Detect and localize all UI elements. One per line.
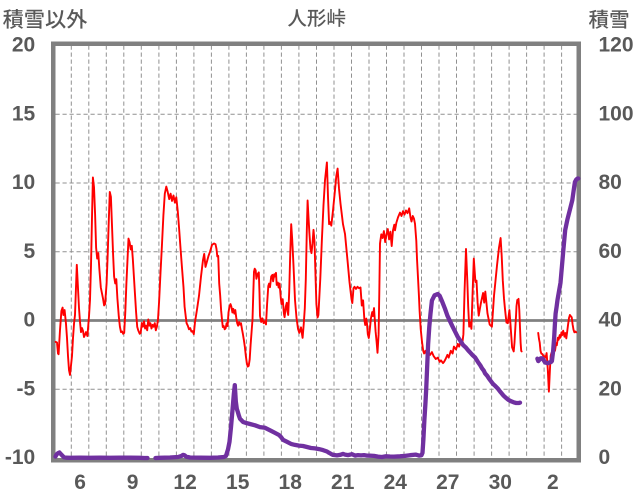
svg-text:5: 5 <box>24 240 36 263</box>
svg-text:0: 0 <box>599 446 611 469</box>
svg-text:20: 20 <box>599 377 622 400</box>
svg-text:0: 0 <box>24 309 36 332</box>
svg-text:10: 10 <box>12 171 35 194</box>
svg-text:100: 100 <box>599 102 634 125</box>
svg-text:6: 6 <box>74 471 86 494</box>
svg-text:15: 15 <box>12 102 36 125</box>
svg-text:27: 27 <box>436 471 459 494</box>
svg-text:24: 24 <box>384 471 408 494</box>
svg-text:2: 2 <box>547 471 559 494</box>
svg-text:40: 40 <box>599 309 622 332</box>
svg-text:30: 30 <box>489 471 512 494</box>
svg-text:120: 120 <box>599 34 634 57</box>
svg-text:-10: -10 <box>5 446 35 469</box>
svg-text:21: 21 <box>331 471 355 494</box>
svg-text:-5: -5 <box>17 377 36 400</box>
svg-text:9: 9 <box>127 471 139 494</box>
svg-text:12: 12 <box>173 471 196 494</box>
svg-text:20: 20 <box>12 34 35 57</box>
svg-text:80: 80 <box>599 171 622 194</box>
svg-text:60: 60 <box>599 240 622 263</box>
svg-text:15: 15 <box>226 471 250 494</box>
svg-text:18: 18 <box>279 471 303 494</box>
